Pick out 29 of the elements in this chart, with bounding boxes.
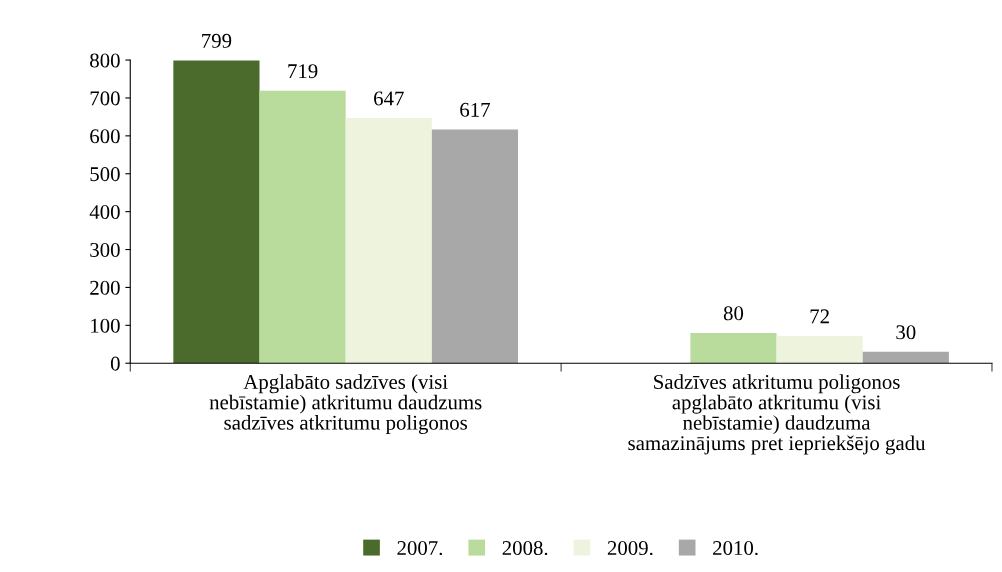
legend-label: 2009. — [607, 540, 653, 556]
y-tick-label: 400 — [89, 205, 120, 220]
legend-label: 2010. — [713, 540, 758, 556]
bar — [259, 90, 346, 364]
data-label: 799 — [202, 33, 232, 48]
bar — [173, 60, 260, 364]
data-label: 72 — [810, 309, 829, 324]
y-tick-label: 100 — [91, 318, 120, 333]
bar — [690, 332, 777, 364]
data-label: 647 — [374, 91, 404, 106]
y-tick-label: 600 — [90, 129, 120, 144]
x-tick-label: Apglabāto sadzīves (visi nebīstamie) atkritumu daudzums sadzīves atkritumu poligonos — [209, 374, 482, 435]
bar — [345, 118, 432, 364]
y-tick-label: 800 — [90, 53, 120, 68]
legend-label: 2008. — [502, 540, 548, 556]
bar — [431, 129, 519, 364]
legend-label: 2007. — [397, 540, 443, 556]
bar — [862, 351, 949, 364]
data-label: 719 — [288, 64, 318, 79]
x-tick-label: Sadzīves atkritumu poligonos apglabāto atkritumu (visi nebīstamie) daudzuma samazinājums pret iepriekšējo gadu — [628, 374, 926, 455]
data-label: 617 — [460, 102, 490, 117]
y-tick-label: 500 — [90, 167, 120, 182]
y-tick-label: 200 — [90, 280, 120, 295]
y-tick-label: 300 — [90, 242, 120, 257]
data-label: 30 — [896, 325, 916, 340]
y-tick-label: 700 — [90, 91, 120, 106]
y-tick-label: 0 — [110, 356, 120, 371]
bar — [776, 335, 863, 364]
data-label: 80 — [723, 306, 744, 321]
